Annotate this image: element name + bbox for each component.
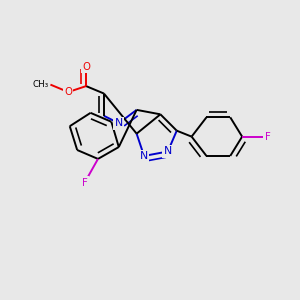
Text: F: F xyxy=(82,178,88,188)
Text: CH₃: CH₃ xyxy=(33,80,49,89)
Text: F: F xyxy=(265,132,270,142)
Text: O: O xyxy=(82,62,90,72)
Text: N: N xyxy=(164,146,172,157)
Text: N: N xyxy=(140,151,148,161)
Text: O: O xyxy=(64,87,72,97)
Text: N: N xyxy=(115,118,123,128)
